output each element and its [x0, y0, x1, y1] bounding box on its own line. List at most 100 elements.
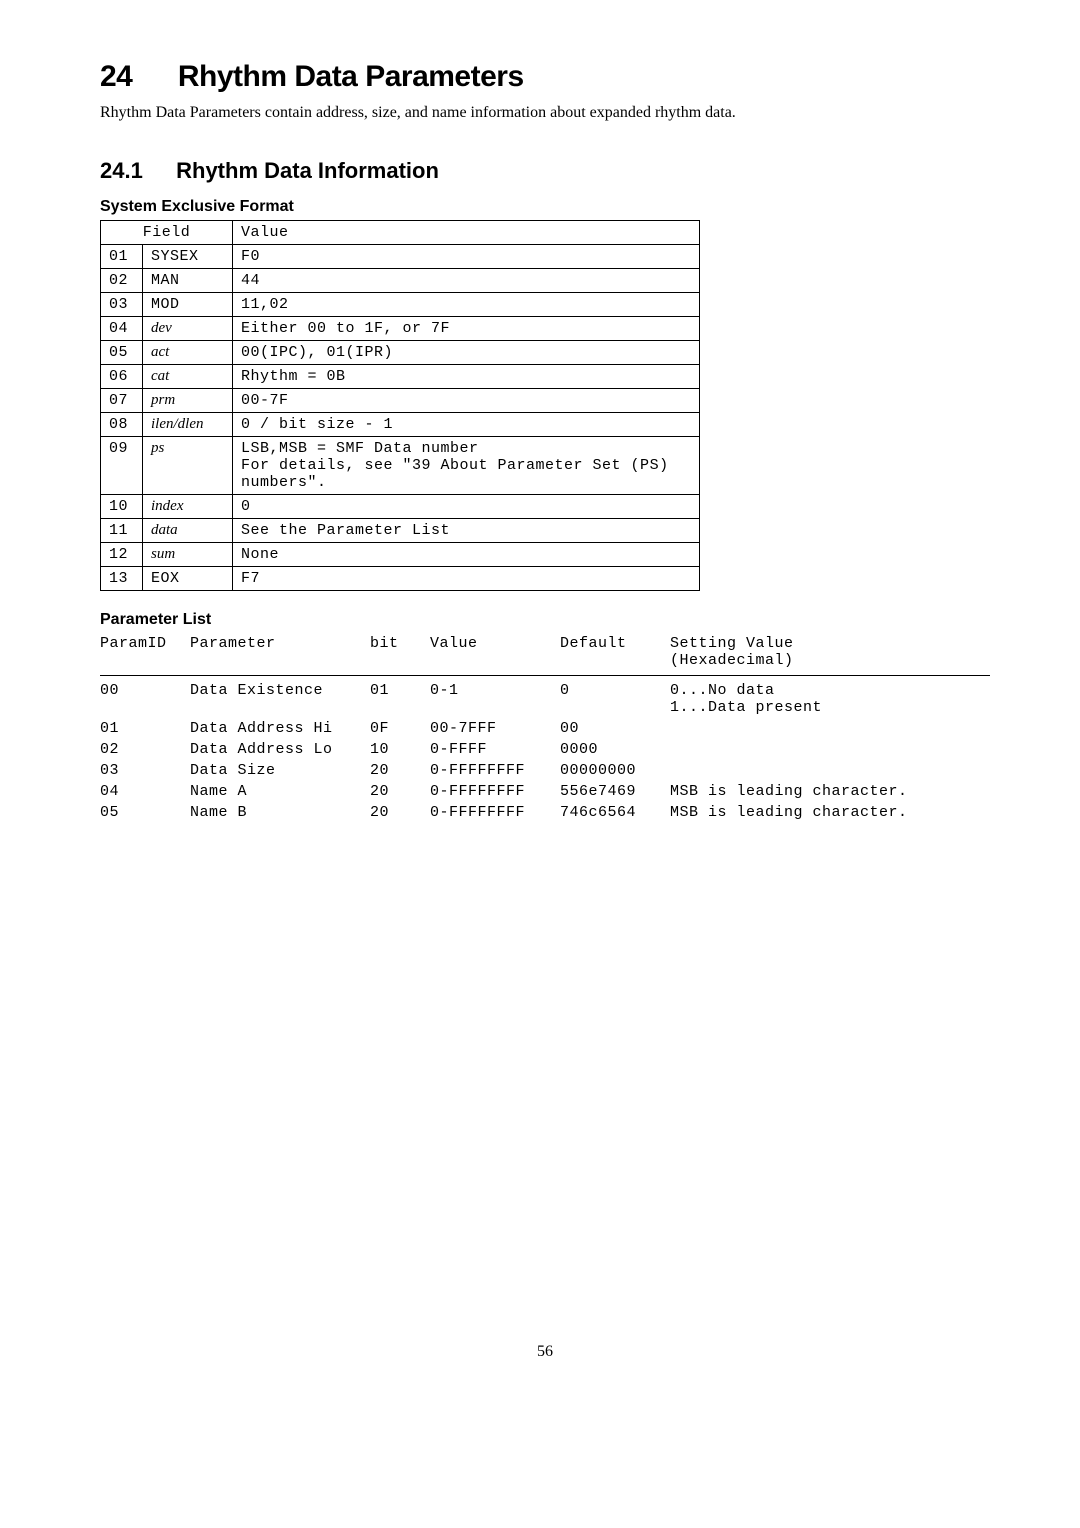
sef-row: 08ilen/dlen0 / bit size - 1: [101, 413, 700, 437]
sef-row-field: MAN: [143, 269, 233, 293]
sef-row-field: data: [143, 519, 233, 543]
plist-row: 03Data Size200-FFFFFFFF00000000: [100, 760, 990, 781]
sef-row-index: 08: [101, 413, 143, 437]
sef-row: 13EOXF7: [101, 567, 700, 591]
sef-row-field: act: [143, 341, 233, 365]
plist-cell-param: Data Address Hi: [190, 718, 370, 739]
plist-cell-bit: 20: [370, 760, 430, 781]
sef-row-value: 0: [233, 495, 700, 519]
sef-row-field: cat: [143, 365, 233, 389]
plist-head-setting: Setting Value (Hexadecimal): [670, 633, 990, 676]
sef-row-field: MOD: [143, 293, 233, 317]
plist-heading: Parameter List: [100, 611, 990, 629]
section-number: 24: [100, 60, 170, 94]
sef-row-value: LSB,MSB = SMF Data number For details, s…: [233, 437, 700, 495]
plist-cell-value: 00-7FFF: [430, 718, 560, 739]
plist-cell-param: Name A: [190, 781, 370, 802]
plist-row: 02Data Address Lo100-FFFF0000: [100, 739, 990, 760]
plist-cell-pid: 03: [100, 760, 190, 781]
plist-cell-pid: 02: [100, 739, 190, 760]
plist-cell-pid: 04: [100, 781, 190, 802]
plist-cell-default: 0: [560, 676, 670, 719]
plist-cell-value: 0-1: [430, 676, 560, 719]
plist-row: 05Name B200-FFFFFFFF746c6564MSB is leadi…: [100, 802, 990, 823]
plist-cell-setting: [670, 718, 990, 739]
sef-row-value: None: [233, 543, 700, 567]
sef-row: 11dataSee the Parameter List: [101, 519, 700, 543]
section-heading: 24 Rhythm Data Parameters: [100, 60, 990, 94]
sef-row-value: 00(IPC), 01(IPR): [233, 341, 700, 365]
plist-row: 01Data Address Hi0F00-7FFF00: [100, 718, 990, 739]
plist-cell-bit: 10: [370, 739, 430, 760]
plist-head-default: Default: [560, 633, 670, 676]
sef-row: 02MAN44: [101, 269, 700, 293]
sef-table: Field Value 01SYSEXF002MAN4403MOD11,0204…: [100, 220, 700, 591]
plist-cell-bit: 0F: [370, 718, 430, 739]
sef-row-field: EOX: [143, 567, 233, 591]
sef-row-value: 00-7F: [233, 389, 700, 413]
subsection-heading: 24.1 Rhythm Data Information: [100, 158, 990, 184]
plist-cell-bit: 01: [370, 676, 430, 719]
plist-cell-value: 0-FFFFFFFF: [430, 760, 560, 781]
sef-row-index: 10: [101, 495, 143, 519]
plist-cell-bit: 20: [370, 781, 430, 802]
plist-row: 04Name A200-FFFFFFFF556e7469MSB is leadi…: [100, 781, 990, 802]
sef-row: 09psLSB,MSB = SMF Data number For detail…: [101, 437, 700, 495]
sef-row-value: Either 00 to 1F, or 7F: [233, 317, 700, 341]
sef-row: 04devEither 00 to 1F, or 7F: [101, 317, 700, 341]
plist-cell-default: 00000000: [560, 760, 670, 781]
sef-row: 01SYSEXF0: [101, 245, 700, 269]
plist-cell-setting: [670, 760, 990, 781]
sef-row-value: Rhythm = 0B: [233, 365, 700, 389]
plist-cell-value: 0-FFFFFFFF: [430, 802, 560, 823]
sef-row-field: SYSEX: [143, 245, 233, 269]
sef-row-index: 03: [101, 293, 143, 317]
sef-row: 10index0: [101, 495, 700, 519]
sef-row: 03MOD11,02: [101, 293, 700, 317]
plist-cell-pid: 00: [100, 676, 190, 719]
sef-row: 12sumNone: [101, 543, 700, 567]
plist-cell-default: 556e7469: [560, 781, 670, 802]
sef-row-value: 11,02: [233, 293, 700, 317]
subsection-number: 24.1: [100, 158, 170, 184]
plist-cell-bit: 20: [370, 802, 430, 823]
plist-cell-default: 0000: [560, 739, 670, 760]
plist-table: ParamID Parameter bit Value Default Sett…: [100, 633, 990, 823]
sef-row-index: 02: [101, 269, 143, 293]
sef-row-value: 44: [233, 269, 700, 293]
plist-cell-setting: MSB is leading character.: [670, 802, 990, 823]
sef-row-index: 13: [101, 567, 143, 591]
plist-cell-pid: 05: [100, 802, 190, 823]
sef-row: 06catRhythm = 0B: [101, 365, 700, 389]
plist-cell-param: Name B: [190, 802, 370, 823]
plist-head-value: Value: [430, 633, 560, 676]
sef-row-index: 04: [101, 317, 143, 341]
sef-row-value: F0: [233, 245, 700, 269]
sef-head-field: Field: [101, 221, 233, 245]
sef-row-value: 0 / bit size - 1: [233, 413, 700, 437]
sef-row-field: ilen/dlen: [143, 413, 233, 437]
sef-row-value: F7: [233, 567, 700, 591]
plist-cell-value: 0-FFFF: [430, 739, 560, 760]
subsection-title: Rhythm Data Information: [176, 158, 439, 183]
plist-cell-param: Data Size: [190, 760, 370, 781]
sef-row-field: index: [143, 495, 233, 519]
section-title: Rhythm Data Parameters: [178, 60, 524, 93]
sef-row-index: 06: [101, 365, 143, 389]
plist-cell-default: 00: [560, 718, 670, 739]
sef-row-value: See the Parameter List: [233, 519, 700, 543]
plist-cell-setting: [670, 739, 990, 760]
plist-head-pid: ParamID: [100, 633, 190, 676]
section-intro: Rhythm Data Parameters contain address, …: [100, 104, 990, 122]
sef-row-index: 01: [101, 245, 143, 269]
sef-row: 07prm00-7F: [101, 389, 700, 413]
sef-row-field: sum: [143, 543, 233, 567]
plist-cell-setting: MSB is leading character.: [670, 781, 990, 802]
plist-cell-pid: 01: [100, 718, 190, 739]
sef-row-field: ps: [143, 437, 233, 495]
sef-row-index: 09: [101, 437, 143, 495]
plist-head-param: Parameter: [190, 633, 370, 676]
page-number: 56: [100, 1343, 990, 1361]
sef-row-index: 11: [101, 519, 143, 543]
plist-head-bit: bit: [370, 633, 430, 676]
